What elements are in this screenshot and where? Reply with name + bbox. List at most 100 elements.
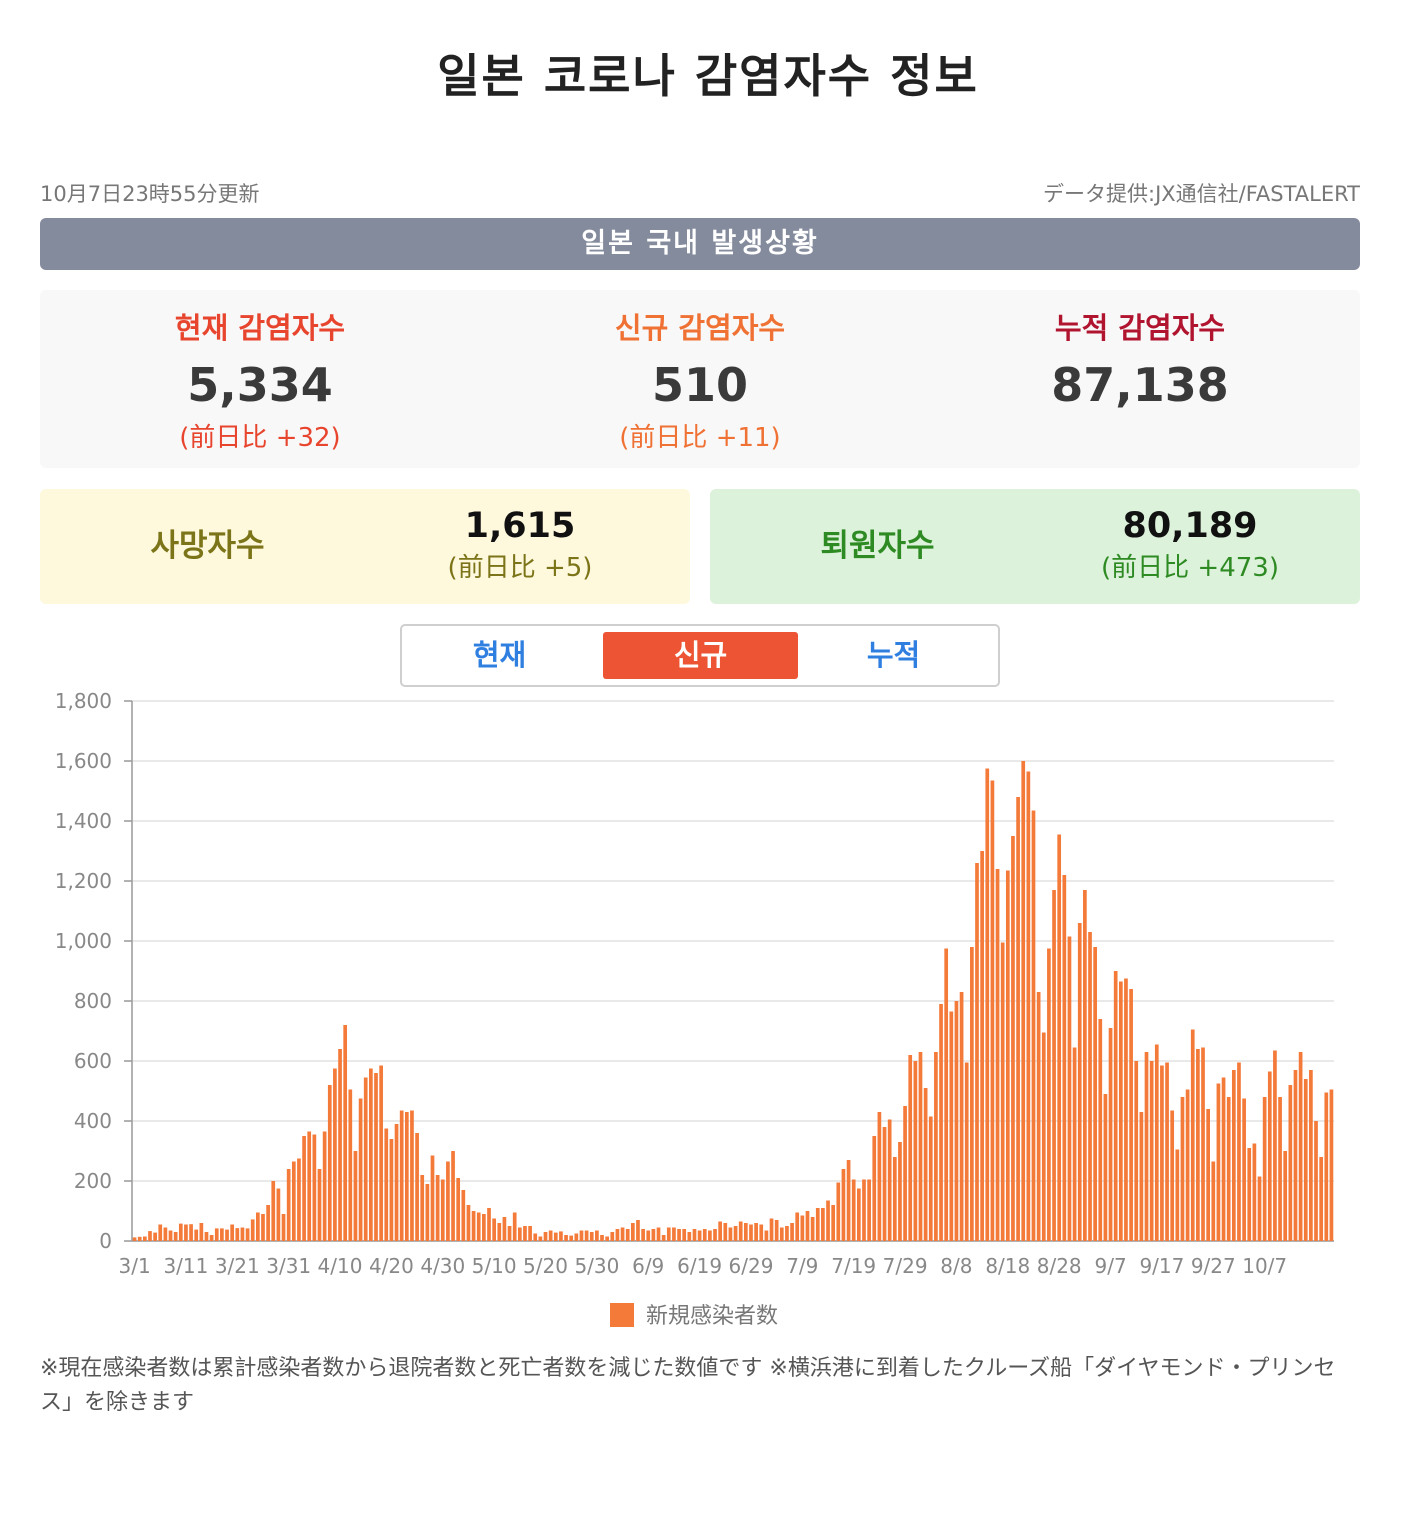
bar (517, 1227, 522, 1241)
y-tick-label: 200 (74, 1169, 112, 1193)
bar (333, 1068, 337, 1241)
bar (476, 1212, 481, 1241)
bar (250, 1219, 255, 1241)
bar (379, 1065, 383, 1241)
bar (173, 1232, 178, 1241)
bar (1226, 1097, 1231, 1241)
bar (908, 1055, 913, 1241)
bar (1103, 1094, 1108, 1241)
bar (1273, 1050, 1277, 1241)
bar (553, 1232, 558, 1241)
bar (425, 1184, 430, 1241)
bar (420, 1175, 425, 1241)
bar (877, 1112, 882, 1241)
bar (410, 1110, 414, 1241)
bar (769, 1218, 774, 1241)
bar (723, 1223, 728, 1241)
bar (502, 1217, 507, 1241)
bar (1134, 1061, 1139, 1241)
x-tick-label: 5/20 (523, 1254, 568, 1278)
bar (471, 1211, 476, 1241)
bar (1144, 1052, 1149, 1241)
recovered-label: 퇴원자수 (820, 528, 935, 564)
new-cases-bar-chart: 0 200 400 600 800 1,000 1,200 1,400 1,600 1,800 3/… (55, 689, 1334, 1329)
bar (1221, 1077, 1226, 1241)
bar (949, 1011, 954, 1241)
bar (826, 1200, 830, 1241)
bar (538, 1236, 543, 1241)
bar (1298, 1052, 1303, 1241)
bar (1278, 1097, 1282, 1241)
bar (857, 1188, 861, 1241)
y-tick-label: 400 (74, 1109, 112, 1133)
bar (589, 1232, 594, 1241)
bar (204, 1232, 209, 1241)
bar (1257, 1176, 1262, 1241)
bar (1062, 875, 1067, 1241)
bar (446, 1161, 450, 1241)
bar (1016, 797, 1020, 1241)
bar (954, 1001, 959, 1241)
bar (1288, 1085, 1293, 1241)
bar (430, 1155, 435, 1241)
x-tick-label: 6/9 (632, 1254, 664, 1278)
bar (1031, 810, 1036, 1241)
y-tick-label: 1,000 (55, 929, 112, 953)
x-tick-label: 7/19 (831, 1254, 876, 1278)
recovered-value: 80,189 (1122, 506, 1258, 546)
bar (790, 1223, 794, 1241)
bar (1118, 981, 1123, 1241)
stat-total: 누적 감염자수 87,138 (920, 290, 1360, 468)
bar (985, 768, 990, 1241)
bar (708, 1230, 712, 1241)
bar (672, 1227, 676, 1241)
bar (487, 1208, 491, 1241)
bar (1011, 836, 1015, 1241)
bar (1047, 948, 1051, 1241)
bar (461, 1190, 466, 1241)
bar (1293, 1070, 1298, 1241)
bar (199, 1223, 204, 1241)
bar (307, 1131, 312, 1241)
bar (1113, 971, 1118, 1241)
bar (887, 1119, 892, 1241)
bar (1160, 1065, 1164, 1241)
bar (749, 1224, 753, 1241)
x-tick-label: 4/30 (420, 1254, 465, 1278)
update-time: 10月7日23時55分更新 (40, 182, 260, 206)
bar (764, 1230, 769, 1241)
bar (692, 1229, 697, 1241)
bar (944, 948, 949, 1241)
tab-total[interactable]: 누적 (866, 638, 921, 672)
bar (317, 1169, 322, 1241)
bar (240, 1227, 245, 1241)
bar (1026, 771, 1031, 1241)
bar (158, 1224, 163, 1241)
bar (548, 1230, 553, 1241)
bar (569, 1235, 574, 1241)
bar (1083, 890, 1087, 1241)
bar (1021, 761, 1026, 1241)
bar (353, 1151, 358, 1241)
bar (990, 780, 995, 1241)
x-tick-label: 5/10 (472, 1254, 517, 1278)
bar (415, 1133, 419, 1241)
bar (256, 1212, 260, 1241)
recovered-box: 퇴원자수 80,189 (前日比 +473) (710, 489, 1360, 604)
bar (564, 1235, 568, 1241)
bar (230, 1224, 235, 1241)
bar (862, 1179, 866, 1241)
bar (831, 1205, 836, 1241)
bar (384, 1128, 389, 1241)
bar (1180, 1097, 1185, 1241)
x-tick-label: 6/19 (677, 1254, 722, 1278)
tab-new[interactable]: 신규 (603, 632, 798, 679)
x-tick-label: 10/7 (1242, 1254, 1287, 1278)
tab-current[interactable]: 현재 (472, 638, 527, 672)
bar (980, 851, 984, 1241)
bar (682, 1229, 687, 1241)
bar (1201, 1047, 1205, 1241)
bar (738, 1221, 743, 1241)
bar (374, 1073, 378, 1241)
deaths-delta: (前日比 +5) (447, 553, 593, 583)
